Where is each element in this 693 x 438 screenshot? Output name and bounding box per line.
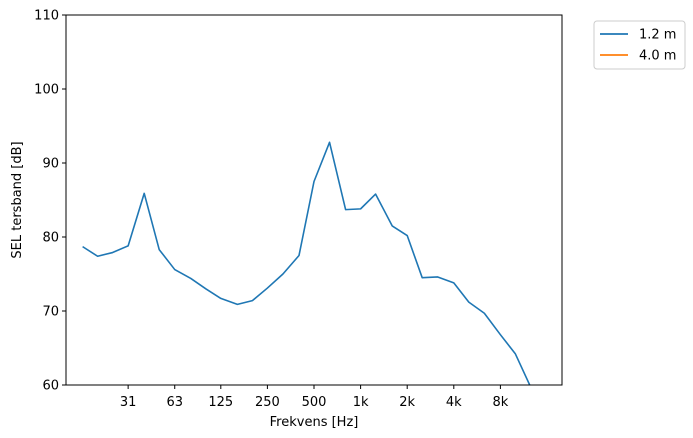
y-tick-label: 90 bbox=[42, 157, 59, 172]
x-tick-label: 125 bbox=[208, 395, 233, 410]
legend-label: 4.0 m bbox=[639, 49, 676, 64]
x-tick-label: 31 bbox=[120, 395, 137, 410]
y-tick-label: 110 bbox=[34, 9, 59, 24]
series-layer bbox=[82, 141, 531, 385]
x-tick-label: 1k bbox=[353, 395, 369, 410]
legend: 1.2 m 4.0 m bbox=[593, 20, 686, 70]
x-tick-label: 63 bbox=[166, 395, 183, 410]
x-axis-label: Frekvens [Hz] bbox=[270, 415, 359, 430]
legend-label: 1.2 m bbox=[639, 28, 676, 43]
x-tick-label: 4k bbox=[446, 395, 462, 410]
x-tick-label: 500 bbox=[302, 395, 327, 410]
y-tick-label: 100 bbox=[34, 83, 59, 98]
x-tick-label: 2k bbox=[399, 395, 415, 410]
y-tick-label: 80 bbox=[42, 231, 59, 246]
y-tick-label: 60 bbox=[42, 379, 59, 394]
legend-box bbox=[593, 20, 686, 70]
x-tick-label: 250 bbox=[255, 395, 280, 410]
x-axis: 31 63 125 250 500 1k 2k 4k 8k bbox=[120, 385, 509, 410]
y-axis: 60 70 80 90 100 110 bbox=[34, 9, 66, 394]
y-tick-label: 70 bbox=[42, 305, 59, 320]
x-tick-label: 8k bbox=[492, 395, 508, 410]
plot-area bbox=[66, 15, 562, 385]
y-axis-label: SEL tersband [dB] bbox=[10, 141, 25, 258]
series-line-0 bbox=[82, 141, 531, 385]
